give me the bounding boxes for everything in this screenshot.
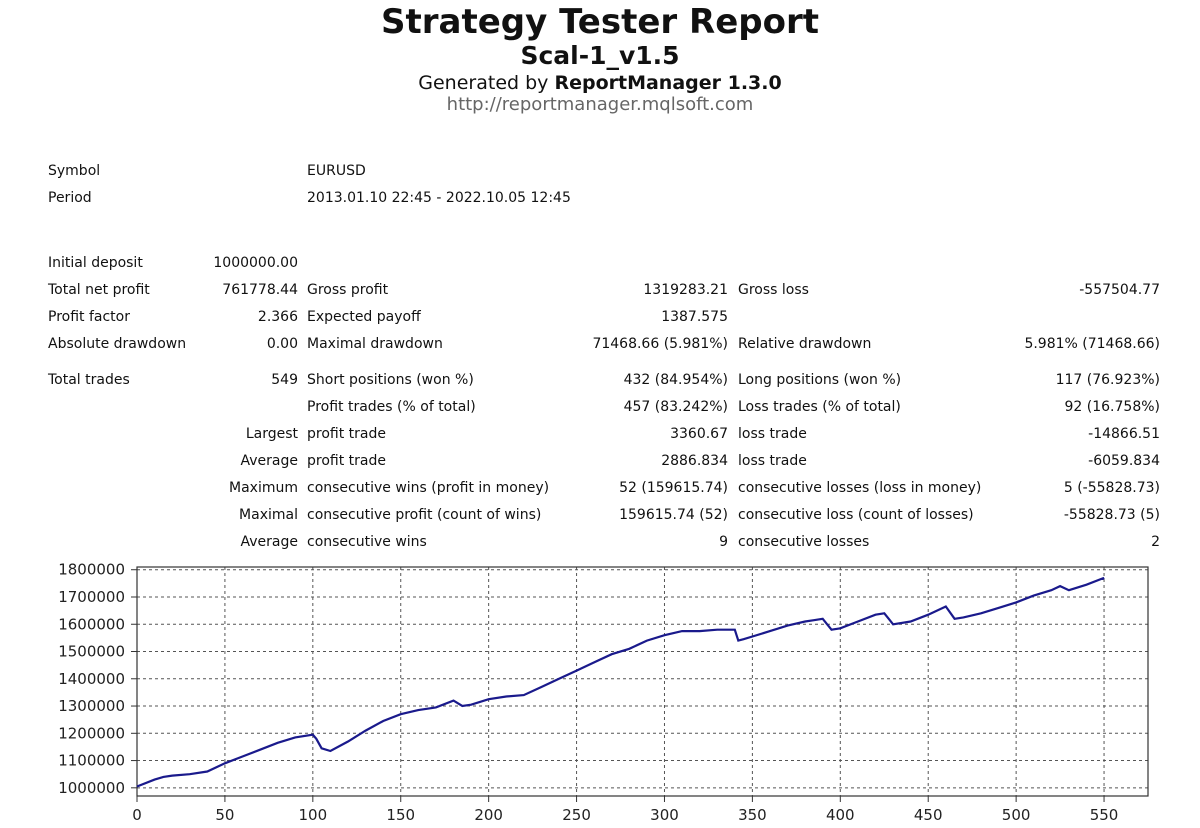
generated-by-line: Generated by ReportManager 1.3.0 <box>0 72 1200 94</box>
gross-profit-value: 1319283.21 <box>643 282 728 298</box>
maximal-drawdown-label: Maximal drawdown <box>307 336 443 352</box>
expected-payoff-value: 1387.575 <box>661 309 728 325</box>
maximal-consec-loss-label: consecutive loss (count of losses) <box>738 507 974 523</box>
balance-series-line <box>136 576 1105 788</box>
avg-consec-wins-label: consecutive wins <box>307 534 427 550</box>
x-tick-label: 500 <box>1002 806 1031 824</box>
profit-trades-value: 457 (83.242%) <box>623 399 728 415</box>
x-tick-label: 300 <box>650 806 679 824</box>
gross-loss-label: Gross loss <box>738 282 809 298</box>
loss-trades-value: 92 (16.758%) <box>1064 399 1160 415</box>
y-tick-label: 1000000 <box>58 779 125 797</box>
profit-trades-label: Profit trades (% of total) <box>307 399 476 415</box>
maximal-label: Maximal <box>239 507 298 523</box>
report-subtitle: Scal-1_v1.5 <box>520 41 680 70</box>
chart-axis-ticks: 1000000 1100000 1200000 1300000 1400000 15000… <box>58 561 1118 824</box>
report-title: Strategy Tester Report <box>381 2 819 42</box>
largest-profit-label: profit trade <box>307 426 386 442</box>
average-loss-label: loss trade <box>738 453 807 469</box>
relative-drawdown-value: 5.981% (71468.66) <box>1024 336 1160 352</box>
expected-payoff-label: Expected payoff <box>307 309 421 325</box>
chart-grid <box>136 567 1148 796</box>
largest-profit-value: 3360.67 <box>670 426 728 442</box>
average-consec-label: Average <box>240 534 299 550</box>
average-profit-value: 2886.834 <box>661 453 728 469</box>
relative-drawdown-label: Relative drawdown <box>738 336 872 352</box>
absolute-drawdown-label: Absolute drawdown <box>48 336 187 352</box>
loss-trades-label: Loss trades (% of total) <box>738 399 901 415</box>
max-consec-losses-value: 5 (-55828.73) <box>1063 480 1160 496</box>
x-tick-label: 250 <box>562 806 591 824</box>
y-tick-label: 1500000 <box>58 643 125 661</box>
x-tick-label: 200 <box>474 806 503 824</box>
y-tick-label: 1300000 <box>58 697 125 715</box>
y-tick-label: 1100000 <box>58 752 125 770</box>
gross-loss-value: -557504.77 <box>1079 282 1160 298</box>
avg-consec-losses-value: 2 <box>1151 534 1160 550</box>
total-net-profit-value: 761778.44 <box>222 282 298 298</box>
x-tick-label: 550 <box>1090 806 1119 824</box>
maximum-label: Maximum <box>229 480 298 496</box>
total-trades-value: 549 <box>271 372 298 388</box>
initial-deposit-value: 1000000.00 <box>213 255 298 271</box>
y-tick-label: 1600000 <box>58 615 125 633</box>
profit-factor-value: 2.366 <box>257 309 298 325</box>
x-tick-label: 0 <box>132 806 142 824</box>
x-tick-label: 350 <box>738 806 767 824</box>
profit-factor-label: Profit factor <box>48 309 130 325</box>
max-consec-losses-label: consecutive losses (loss in money) <box>738 480 982 496</box>
max-consec-wins-label: consecutive wins (profit in money) <box>307 480 550 496</box>
total-trades-label: Total trades <box>48 372 130 388</box>
maximal-drawdown-value: 71468.66 (5.981%) <box>592 336 728 352</box>
generator-name: ReportManager 1.3.0 <box>554 72 782 94</box>
largest-label: Largest <box>245 426 298 442</box>
maximal-consec-profit-value: 159615.74 (52) <box>619 507 728 523</box>
average-label: Average <box>240 453 299 469</box>
average-profit-label: profit trade <box>307 453 386 469</box>
y-tick-label: 1200000 <box>58 724 125 742</box>
symbol-value: EURUSD <box>307 163 366 179</box>
short-positions-label: Short positions (won %) <box>307 372 474 388</box>
symbol-label: Symbol <box>48 163 101 179</box>
x-tick-label: 450 <box>914 806 943 824</box>
total-net-profit-label: Total net profit <box>48 282 150 298</box>
largest-loss-value: -14866.51 <box>1088 426 1160 442</box>
avg-consec-losses-label: consecutive losses <box>738 534 870 550</box>
x-tick-label: 100 <box>299 806 328 824</box>
generator-url[interactable]: http://reportmanager.mqlsoft.com <box>446 94 754 115</box>
x-tick-label: 400 <box>826 806 855 824</box>
max-consec-wins-value: 52 (159615.74) <box>619 480 728 496</box>
chart-plot-area <box>136 566 1149 797</box>
maximal-consec-loss-value: -55828.73 (5) <box>1063 507 1160 523</box>
period-label: Period <box>48 190 92 206</box>
absolute-drawdown-value: 0.00 <box>266 336 298 352</box>
gross-profit-label: Gross profit <box>307 282 389 298</box>
maximal-consec-profit-label: consecutive profit (count of wins) <box>307 507 542 523</box>
x-tick-label: 50 <box>215 806 234 824</box>
average-loss-value: -6059.834 <box>1088 453 1160 469</box>
long-positions-label: Long positions (won %) <box>738 372 902 388</box>
y-tick-label: 1700000 <box>58 588 125 606</box>
y-tick-label: 1400000 <box>58 670 125 688</box>
short-positions-value: 432 (84.954%) <box>623 372 728 388</box>
largest-loss-label: loss trade <box>738 426 807 442</box>
initial-deposit-label: Initial deposit <box>48 255 143 271</box>
x-tick-label: 150 <box>386 806 415 824</box>
avg-consec-wins-value: 9 <box>719 534 728 550</box>
y-tick-label: 1800000 <box>58 561 125 579</box>
period-value: 2013.01.10 22:45 - 2022.10.05 12:45 <box>307 190 571 206</box>
generated-prefix: Generated by <box>418 72 555 94</box>
long-positions-value: 117 (76.923%) <box>1055 372 1160 388</box>
